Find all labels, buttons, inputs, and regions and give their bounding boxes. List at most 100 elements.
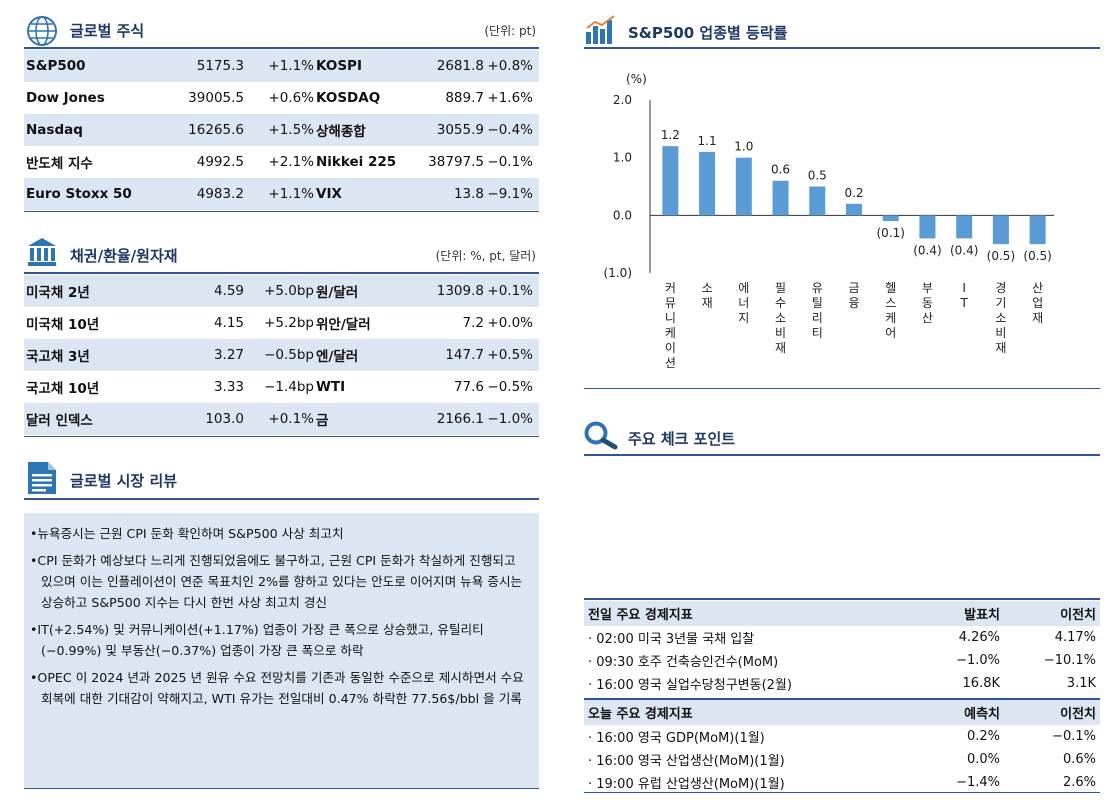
divider	[24, 436, 539, 437]
table-row: Nasdaq 16265.6 +1.5% 상해종합 3055.9 −0.4%	[24, 114, 539, 146]
row-change: +0.5%	[484, 339, 539, 371]
bar	[956, 215, 973, 239]
row-label: · 16:00 영국 GDP(MoM)(1월)	[588, 731, 765, 746]
row-name: 금	[314, 403, 424, 435]
data-label: 1.0	[734, 140, 753, 154]
data-label: (0.4)	[913, 243, 941, 257]
table-row: 미국채 2년 4.59 +5.0bp 원/달러 1309.8 +0.1%	[24, 275, 539, 307]
row-label: · 19:00 유럽 산업생산(MoM)(1월)	[588, 777, 785, 792]
magnifier-icon	[583, 420, 623, 454]
table-row: S&P500 5175.3 +1.1% KOSPI 2681.8 +0.8%	[24, 50, 539, 82]
row-previous: 0.6%	[1062, 752, 1096, 767]
bar	[809, 186, 826, 216]
row-name: 엔/달러	[314, 339, 424, 371]
global-stocks-unit: (단위: pt)	[484, 24, 536, 38]
global-stocks-title: 글로벌 주식	[70, 22, 145, 40]
row-name: 원/달러	[314, 275, 424, 307]
econ-header-label: 오늘 주요 경제지표	[584, 700, 914, 725]
document-icon	[26, 460, 58, 500]
divider	[584, 388, 1100, 389]
row-change: −0.5bp	[244, 339, 314, 371]
data-label: (0.5)	[987, 249, 1015, 263]
table-row: · 16:00 영국 GDP(MoM)(1월) 0.2% −0.1%	[584, 725, 1100, 748]
row-name: Nikkei 225	[316, 154, 397, 170]
row-change: −1.4bp	[264, 379, 314, 395]
row-value: 4.59	[159, 275, 244, 307]
y-tick-label: 1.0	[613, 151, 632, 165]
divider	[24, 211, 539, 212]
econ-today-table: 오늘 주요 경제지표 예측치 이전치 · 16:00 영국 GDP(MoM)(1…	[584, 700, 1100, 794]
data-label: (0.1)	[877, 226, 905, 240]
table-row: · 19:00 유럽 산업생산(MoM)(1월) −1.4% 2.6%	[584, 771, 1100, 794]
bar-chart-icon	[584, 14, 618, 50]
row-change: +2.1%	[268, 154, 314, 170]
row-name: VIX	[314, 178, 424, 210]
divider	[584, 454, 1100, 456]
row-change: +1.1%	[244, 50, 314, 82]
y-tick-label: 0.0	[613, 208, 632, 222]
row-value: 4983.2	[159, 178, 244, 210]
row-name: 반도체 지수	[26, 156, 93, 172]
row-value: 3.33	[213, 379, 244, 395]
sector-chart-title: S&P500 업종별 등락률	[628, 24, 788, 42]
row-change: +0.1%	[484, 275, 539, 307]
bonds-unit: (단위: %, pt, 달러)	[435, 249, 536, 263]
bar	[772, 180, 789, 216]
row-change: −9.1%	[484, 178, 539, 210]
row-name: 상해종합	[314, 114, 424, 146]
sector-bar-chart: (%) 2.0 1.0 0.0 (1.0) 1.2 커 뮤 니 케 이 션 1.1 소 재 1.0 에 너 지 0.6…	[604, 72, 1054, 370]
data-label: 1.1	[698, 134, 717, 148]
row-label: · 09:30 호주 건축승인건수(MoM)	[588, 655, 779, 670]
row-value: 3.27	[159, 339, 244, 371]
row-value: 2166.1	[424, 403, 484, 435]
row-value: 16.8K	[962, 676, 1000, 691]
bonds-table: 미국채 2년 4.59 +5.0bp 원/달러 1309.8 +0.1% 미국채 10년 4.…	[24, 275, 539, 435]
econ-header-col2: 이전치	[1004, 700, 1100, 725]
table-row: Euro Stoxx 50 4983.2 +1.1% VIX 13.8 −9.1%	[24, 178, 539, 210]
row-value: −1.4%	[956, 775, 1000, 790]
y-axis-label: (%)	[626, 72, 647, 86]
econ-header-col2: 이전치	[1004, 601, 1100, 626]
review-bullet: •IT(+2.54%) 및 커뮤니케이션(+1.17%) 업종이 가장 큰 폭으…	[30, 622, 484, 658]
row-name: WTI	[316, 379, 346, 395]
data-label: 1.2	[661, 128, 680, 142]
data-label: 0.5	[808, 169, 827, 183]
row-label: · 16:00 영국 실업수당청구변동(2월)	[588, 678, 792, 693]
bar	[846, 203, 862, 216]
row-name: 국고채 10년	[26, 381, 100, 397]
row-change: −1.0%	[484, 403, 539, 435]
row-value: 39005.5	[188, 90, 244, 106]
row-change: +0.6%	[268, 90, 314, 106]
row-change: −0.5%	[487, 379, 533, 395]
row-name: 달러 인덱스	[24, 403, 159, 435]
global-stocks-table: S&P500 5175.3 +1.1% KOSPI 2681.8 +0.8% Dow Jon…	[24, 50, 539, 210]
row-name: S&P500	[24, 50, 159, 82]
row-name: KOSPI	[314, 50, 424, 82]
row-value: 16265.6	[159, 114, 244, 146]
row-label: · 16:00 영국 산업생산(MoM)(1월)	[588, 754, 785, 769]
data-label: (0.5)	[1023, 249, 1051, 263]
row-value: 4.26%	[958, 630, 1000, 645]
row-value: 3055.9	[424, 114, 484, 146]
review-bullet: •CPI 둔화가 예상보다 느리게 진행되었음에도 불구하고, 근원 CPI 둔…	[30, 553, 523, 610]
row-value: 77.6	[453, 379, 484, 395]
table-row: · 16:00 영국 산업생산(MoM)(1월) 0.0% 0.6%	[584, 748, 1100, 771]
row-name: Euro Stoxx 50	[24, 178, 159, 210]
data-label: (0.4)	[950, 243, 978, 257]
row-previous: −10.1%	[1043, 653, 1096, 668]
row-previous: 2.6%	[1062, 775, 1096, 790]
divider	[584, 698, 1100, 700]
review-box: •뉴욕증시는 근원 CPI 둔화 확인하며 S&P500 사상 최고치 •CPI…	[24, 513, 539, 788]
table-row: 미국채 10년 4.15 +5.2bp 위안/달러 7.2 +0.0%	[24, 307, 539, 339]
row-name: 국고채 3년	[24, 339, 159, 371]
table-row: 반도체 지수 4992.5 +2.1% Nikkei 225 38797.5 −0.1%	[24, 146, 539, 178]
econ-header-col1: 발표치	[914, 601, 1004, 626]
